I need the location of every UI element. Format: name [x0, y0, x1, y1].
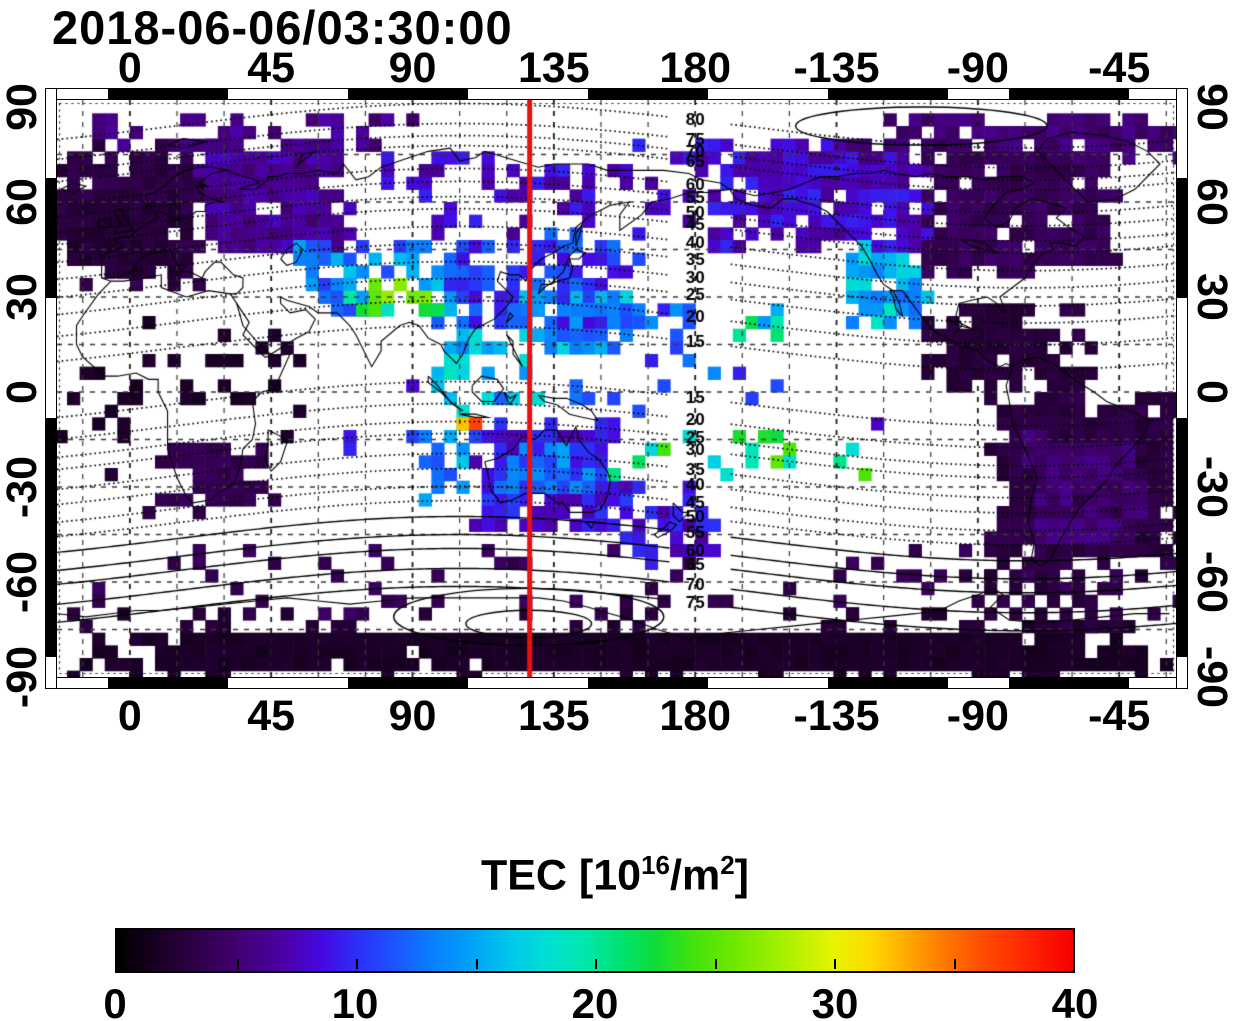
colorbar-number: 20 — [571, 980, 619, 1021]
x-tick-label-top: 0 — [117, 44, 142, 92]
x-tick-label-top: -90 — [946, 44, 1009, 92]
colorbar-title-mid: /m — [670, 851, 721, 900]
colorbar-number: 40 — [1051, 980, 1099, 1021]
x-tick-label-top: 135 — [517, 44, 590, 92]
x-tick-label-top: 180 — [659, 44, 732, 92]
x-tick-label-bottom: 90 — [388, 692, 437, 740]
colorbar-number: 10 — [331, 980, 379, 1021]
colorbar-gradient — [115, 928, 1075, 973]
colorbar-title: TEC [1016/m2] — [135, 850, 1095, 900]
frame-border-bottom — [45, 677, 1188, 689]
y-tick-label-left: -90 — [0, 645, 46, 709]
colorbar-number: 30 — [811, 980, 859, 1021]
colorbar-tick — [595, 959, 597, 969]
colorbar-title-suffix: ] — [734, 851, 749, 900]
frame-border-top — [45, 88, 1188, 100]
colorbar-tick — [356, 959, 358, 969]
y-tick-label-right: -90 — [1188, 645, 1235, 709]
timestamp-title: 2018-06-06/03:30:00 — [52, 1, 513, 54]
x-tick-label-bottom: 180 — [659, 692, 732, 740]
x-tick-label-bottom: 135 — [517, 692, 590, 740]
colorbar-title-prefix: TEC [10 — [480, 851, 642, 900]
x-tick-label-bottom: -45 — [1088, 692, 1151, 740]
colorbar-tick — [714, 959, 717, 969]
colorbar-tick — [953, 959, 956, 969]
x-tick-label-top: -45 — [1088, 44, 1151, 92]
colorbar-number: 0 — [103, 980, 127, 1021]
map-frame — [45, 88, 1188, 689]
frame-border-left — [45, 88, 57, 689]
x-tick-label-bottom: -135 — [793, 692, 880, 740]
colorbar-tick — [236, 959, 239, 969]
x-tick-label-bottom: 45 — [247, 692, 296, 740]
x-tick-label-bottom: -90 — [946, 692, 1009, 740]
x-tick-label-bottom: 0 — [117, 692, 142, 740]
colorbar-title-exponent: 16 — [641, 850, 671, 880]
colorbar-title-exponent2: 2 — [720, 850, 735, 880]
frame-border-right — [1176, 88, 1188, 689]
x-tick-label-top: -135 — [793, 44, 880, 92]
map-canvas — [57, 100, 1176, 677]
colorbar-tick — [834, 959, 836, 969]
colorbar-tick — [475, 959, 478, 969]
x-tick-label-top: 45 — [247, 44, 296, 92]
x-tick-label-top: 90 — [388, 44, 437, 92]
